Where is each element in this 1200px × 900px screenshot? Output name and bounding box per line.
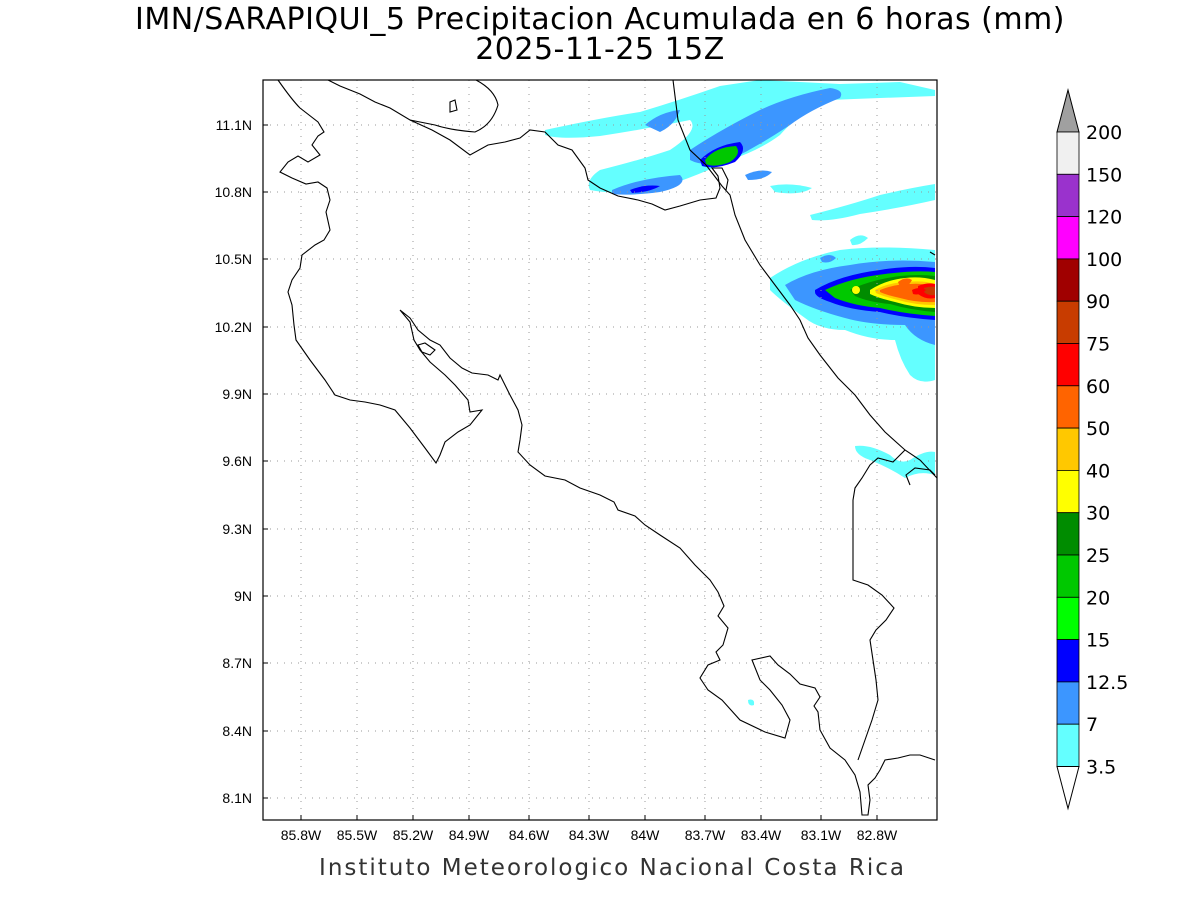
- graticule: [263, 80, 937, 820]
- colorbar-swatch: [1056, 131, 1080, 175]
- lon-tick-label: 84.3W: [569, 827, 610, 843]
- colorbar-level-label: 7: [1086, 714, 1098, 736]
- colorbar-level-label: 30: [1086, 503, 1110, 525]
- lat-tick-label: 8.4N: [222, 723, 252, 739]
- colorbar-level-label: 90: [1086, 291, 1110, 313]
- map-frame: [262, 79, 938, 821]
- colorbar-swatch: [1056, 300, 1080, 344]
- colorbar-swatch: [1056, 512, 1080, 556]
- map-title: IMN/SARAPIQUI_5 Precipitacion Acumulada …: [135, 2, 1065, 37]
- colorbar-swatch: [1056, 216, 1080, 260]
- colorbar-level-label: 100: [1086, 249, 1122, 271]
- colorbar-swatch: [1056, 554, 1080, 598]
- colorbar-swatch: [1056, 385, 1080, 429]
- lat-tick-label: 10.8N: [215, 184, 252, 200]
- colorbar-level-label: 3.5: [1086, 757, 1116, 779]
- precip-field-caribbean: [770, 235, 935, 382]
- colorbar-level-label: 150: [1086, 164, 1122, 186]
- colorbar-level-label: 60: [1086, 376, 1110, 398]
- colorbar-swatch: [1056, 173, 1080, 218]
- lat-tick-label: 9.6N: [222, 453, 252, 469]
- lon-tick-label: 83.4W: [741, 827, 782, 843]
- colorbar-level-label: 50: [1086, 418, 1110, 440]
- colorbar-level-label: 12.5: [1086, 672, 1128, 694]
- lon-tick-label: 84.6W: [509, 827, 550, 843]
- lat-tick-labels: 11.1N 10.8N 10.5N 10.2N 9.9N 9.6N 9.3N 9…: [215, 117, 252, 806]
- colorbar-level-label: 25: [1086, 545, 1110, 567]
- lon-tick-label: 83.1W: [801, 827, 842, 843]
- map-date: 2025-11-25 15Z: [475, 32, 725, 67]
- lat-tick-label: 10.5N: [215, 251, 252, 267]
- colorbar-swatch: [1056, 469, 1080, 514]
- lat-tick-label: 10.2N: [215, 319, 252, 335]
- coastline: [277, 79, 936, 816]
- lon-tick-labels: 85.8W 85.5W 85.2W 84.9W 84.6W 84.3W 84W …: [281, 827, 898, 843]
- lat-tick-label: 8.7N: [222, 655, 252, 671]
- lat-tick-label: 9N: [234, 588, 252, 604]
- lat-tick-label: 9.9N: [222, 386, 252, 402]
- colorbar-top-arrow: [1056, 88, 1080, 133]
- lat-tick-label: 11.1N: [216, 117, 252, 133]
- colorbar-legend: 200 150 120 100 90 75 60 50 40 30 25 20 15 12.5 7 3.5: [1056, 88, 1128, 811]
- lon-tick-label: 82.8W: [857, 827, 898, 843]
- colorbar-level-label: 20: [1086, 587, 1110, 609]
- colorbar-swatch: [1056, 258, 1080, 302]
- precip-field-southeast: [748, 445, 935, 706]
- colorbar-swatch: [1056, 343, 1080, 387]
- colorbar-swatch: [1056, 596, 1080, 640]
- lon-tick-label: 83.7W: [685, 827, 726, 843]
- lat-tick-label: 8.1N: [222, 790, 252, 806]
- colorbar-swatch: [1056, 723, 1080, 767]
- lon-tick-label: 84W: [631, 827, 661, 843]
- colorbar-swatch: [1056, 639, 1080, 683]
- colorbar-swatch: [1056, 427, 1080, 471]
- tick-marks: [263, 124, 878, 820]
- colorbar-bottom-arrow: [1056, 766, 1080, 811]
- lon-tick-label: 85.2W: [393, 827, 434, 843]
- colorbar-level-label: 200: [1086, 122, 1122, 144]
- colorbar-level-label: 40: [1086, 460, 1110, 482]
- country-borders: [409, 79, 938, 761]
- lat-tick-label: 9.3N: [222, 521, 252, 537]
- credit-text: Instituto Meteorologico Nacional Costa R…: [319, 855, 906, 881]
- lon-tick-label: 85.5W: [337, 827, 378, 843]
- lon-tick-label: 85.8W: [281, 827, 322, 843]
- lon-tick-label: 84.9W: [449, 827, 490, 843]
- colorbar-level-label: 75: [1086, 334, 1110, 356]
- colorbar-level-label: 120: [1086, 207, 1122, 229]
- precip-field-north: [545, 80, 935, 221]
- colorbar-level-label: 15: [1086, 630, 1110, 652]
- colorbar-swatch: [1056, 681, 1080, 725]
